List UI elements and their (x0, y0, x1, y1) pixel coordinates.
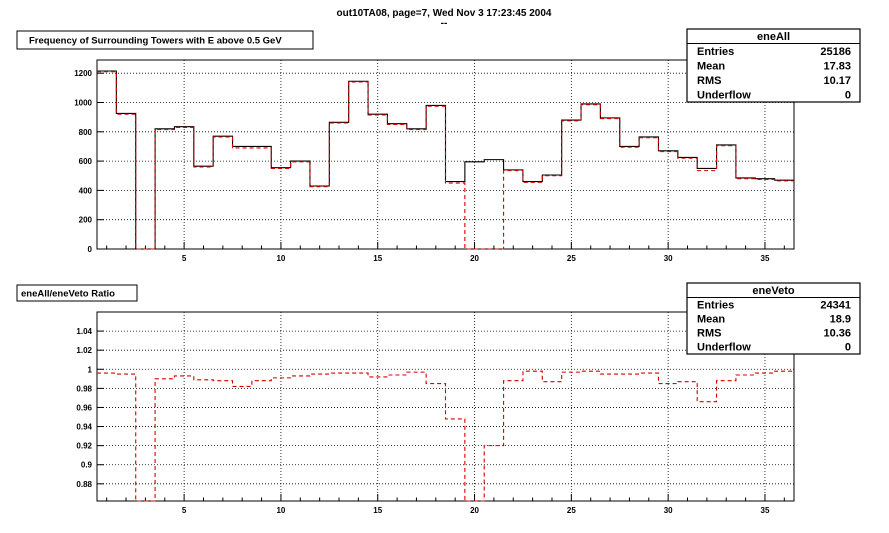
x-tick-label: 30 (664, 506, 673, 515)
y-tick-label: 1.04 (76, 327, 92, 336)
x-tick-label: 20 (470, 506, 479, 515)
stats-label: Entries (697, 300, 734, 312)
x-tick-label: 20 (470, 254, 479, 263)
stats-label: Underflow (697, 90, 751, 102)
y-tick-label: 0.92 (76, 442, 92, 451)
stats-value: 17.83 (823, 61, 851, 73)
axis-ticks (97, 330, 785, 501)
stats-value: 0 (845, 90, 851, 102)
x-tick-label: 25 (567, 506, 576, 515)
stats-name: eneAll (757, 31, 790, 43)
plot-frame (96, 311, 795, 502)
stats-value: 10.17 (823, 75, 851, 87)
x-tick-label: 35 (761, 506, 770, 515)
y-tick-label: 1 (88, 365, 93, 374)
stats-box (686, 282, 861, 355)
y-tick-label: 1.02 (76, 346, 92, 355)
y-tick-label: 0 (88, 245, 93, 254)
y-tick-label: 0.98 (76, 384, 92, 393)
x-tick-label: 5 (182, 254, 187, 263)
y-tick-label: 0.94 (76, 423, 92, 432)
stats-value: 0 (845, 342, 851, 354)
y-tick-label: 800 (79, 128, 93, 137)
series-line-eneVeto (97, 71, 794, 250)
x-tick-label: 15 (373, 254, 382, 263)
stats-label: Mean (697, 314, 725, 326)
stats-name: eneVeto (752, 285, 794, 297)
x-tick-label: 10 (276, 506, 285, 515)
series-line-ratio (97, 370, 794, 502)
y-tick-label: 200 (79, 216, 93, 225)
chart-title: Frequency of Surrounding Towers with E a… (29, 36, 282, 47)
stats-label: Entries (697, 46, 734, 58)
y-tick-label: 0.96 (76, 403, 92, 412)
chart-title-box (16, 30, 314, 50)
y-tick-label: 1000 (74, 98, 92, 107)
y-tick-label: 1200 (74, 69, 92, 78)
stats-label: RMS (697, 328, 721, 340)
stats-value: 25186 (820, 46, 851, 58)
page-header-subtitle: -- (441, 18, 448, 29)
ratio-panel-bottom: 5 10 15 20 25 30 35 0.88 0.9 0.92 0.94 0.96 0.98 1 1.0… (16, 282, 861, 515)
x-tick-label: 15 (373, 506, 382, 515)
y-tick-label: 0.88 (76, 480, 92, 489)
chart-title: eneAll/eneVeto Ratio (21, 289, 115, 300)
x-tick-label: 35 (761, 254, 770, 263)
y-tick-label: 0.9 (81, 461, 93, 470)
stats-label: RMS (697, 75, 721, 87)
x-tick-label: 10 (276, 254, 285, 263)
axis-ticks (97, 72, 785, 250)
grid-lines (97, 312, 794, 501)
stats-label: Mean (697, 61, 725, 73)
stats-box (686, 28, 861, 103)
x-tick-label: 30 (664, 254, 673, 263)
x-tick-label: 25 (567, 254, 576, 263)
page-header-title: out10TA08, page=7, Wed Nov 3 17:23:45 20… (336, 8, 551, 19)
y-tick-label: 400 (79, 186, 93, 195)
x-tick-label: 5 (182, 506, 187, 515)
chart-title-box (16, 284, 138, 302)
histogram-panel-top: 5 10 15 20 25 30 35 0 200 400 600 800 1000 1200 Freque… (16, 28, 861, 263)
stats-label: Underflow (697, 342, 751, 354)
y-tick-label: 600 (79, 157, 93, 166)
stats-value: 10.36 (823, 328, 851, 340)
stats-value: 18.9 (830, 314, 851, 326)
stats-value: 24341 (820, 300, 851, 312)
